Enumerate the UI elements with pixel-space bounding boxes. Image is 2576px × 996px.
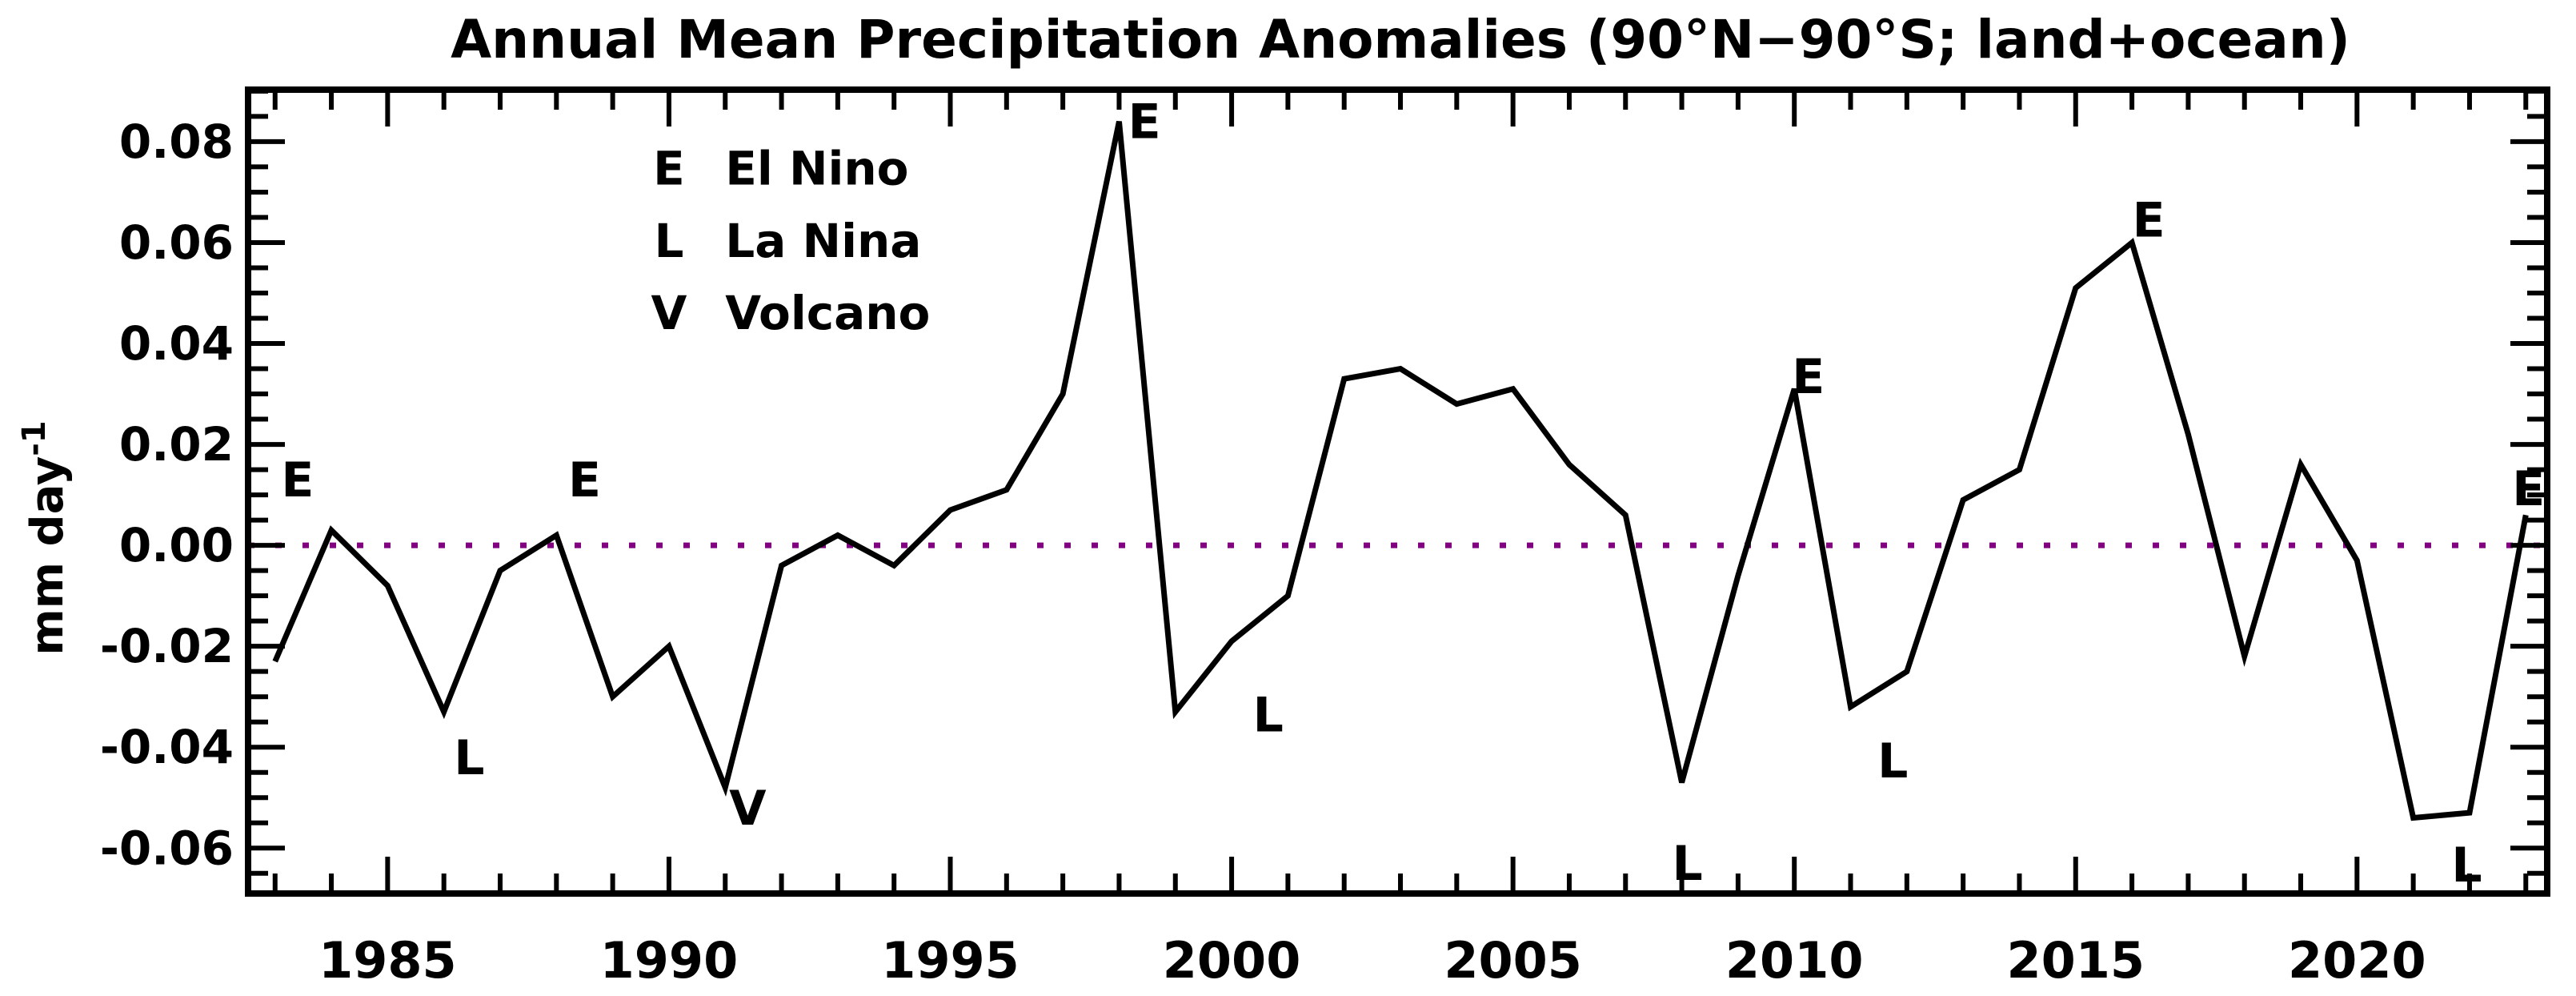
el-nino-marker: E: [2512, 461, 2545, 517]
y-tick-label: 0.04: [119, 316, 234, 371]
el-nino-marker: E: [1128, 94, 1161, 151]
legend-label-volcano: Volcano: [725, 286, 930, 340]
y-tick-label: 0.06: [119, 215, 234, 270]
el-nino-marker: E: [281, 452, 314, 508]
el-nino-marker: E: [2133, 193, 2165, 249]
el-nino-marker: E: [568, 452, 601, 508]
volcano-marker: V: [729, 781, 767, 837]
x-tick-label: 1995: [881, 931, 1020, 990]
y-tick-label: -0.04: [100, 720, 234, 774]
legend-label-la-nina: La Nina: [725, 214, 921, 268]
la-nina-marker: L: [1253, 687, 1284, 743]
la-nina-marker: L: [454, 730, 484, 786]
y-tick-label: 0.00: [119, 518, 234, 572]
x-tick-label: 2005: [1444, 931, 1582, 990]
y-tick-label: 0.08: [119, 114, 234, 169]
x-tick-label: 1990: [600, 931, 739, 990]
la-nina-marker: L: [2451, 837, 2482, 894]
legend-symbol-volcano: V: [651, 286, 687, 340]
el-nino-marker: E: [1792, 349, 1825, 405]
x-tick-label: 2010: [1725, 931, 1864, 990]
y-tick-label: -0.06: [100, 821, 234, 875]
la-nina-marker: L: [1672, 836, 1702, 892]
x-tick-label: 2000: [1163, 931, 1301, 990]
x-tick-label: 1985: [318, 931, 457, 990]
legend-symbol-el-nino: E: [653, 142, 685, 196]
anomaly-line: [272, 120, 2529, 821]
y-axis-title: mm day-1: [16, 420, 74, 655]
chart-title: Annual Mean Precipitation Anomalies (90°…: [451, 9, 2350, 70]
plot-border: [245, 86, 2550, 897]
y-tick-label: 0.02: [119, 417, 234, 472]
y-tick-label: -0.02: [100, 619, 234, 673]
legend-symbol-la-nina: L: [654, 214, 683, 268]
x-tick-label: 2015: [2006, 931, 2145, 990]
la-nina-marker: L: [1877, 733, 1908, 789]
legend-label-el-nino: El Nino: [725, 142, 908, 196]
x-tick-label: 2020: [2288, 931, 2426, 990]
